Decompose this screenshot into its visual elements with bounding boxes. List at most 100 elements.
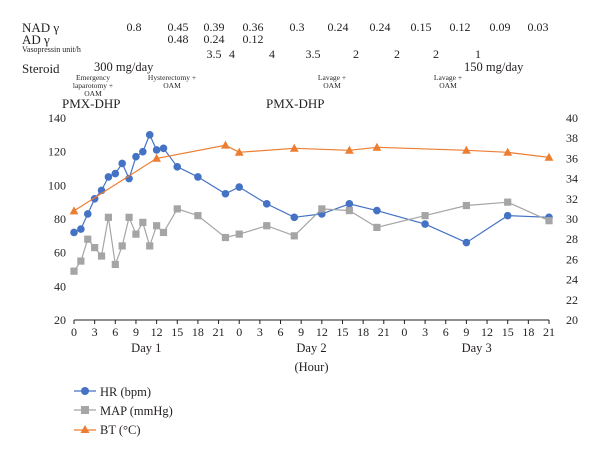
pmx-dhp-label: PMX-DHP	[266, 96, 325, 111]
data-point	[344, 145, 354, 154]
square-marker-icon	[74, 406, 96, 414]
triangle-marker-icon	[74, 425, 96, 433]
nad-value: 0.39	[203, 20, 225, 34]
nad-value: 0.45	[167, 20, 189, 34]
data-point	[152, 153, 162, 162]
data-point	[146, 242, 154, 250]
x-tick-label: 18	[522, 325, 534, 339]
x-tick-label: 0	[71, 325, 77, 339]
x-tick-label: 9	[463, 325, 469, 339]
data-point	[77, 225, 85, 233]
x-tick-label: 6	[112, 325, 118, 339]
vasopressin-value: 2	[353, 47, 359, 61]
vasopressin-value: 2	[433, 47, 439, 61]
y-right-tick-label: 40	[566, 111, 578, 125]
data-point	[221, 140, 230, 149]
x-tick-label: 21	[213, 325, 225, 339]
data-point	[289, 143, 299, 152]
x-tick-label: 12	[481, 325, 493, 339]
y-right-tick-label: 38	[566, 131, 578, 145]
data-point	[504, 198, 512, 206]
nad-label: NAD γ	[22, 20, 60, 35]
x-tick-label: 15	[502, 325, 514, 339]
data-point	[139, 147, 147, 156]
steroid-value: 300 mg/day	[94, 60, 154, 74]
vasopressin-label: Vasopressin unit/h	[22, 45, 81, 54]
y-left-tick-label: 120	[48, 145, 66, 159]
data-point	[545, 217, 553, 225]
y-left-tick-label: 20	[54, 313, 66, 327]
data-point	[462, 238, 471, 247]
data-point	[544, 152, 554, 161]
data-point	[91, 244, 99, 252]
x-tick-label: 9	[133, 325, 139, 339]
nad-value: 0.03	[527, 20, 549, 34]
data-point	[118, 159, 126, 168]
data-point	[125, 213, 133, 221]
x-tick-label: 3	[92, 325, 98, 339]
nad-value: 0.12	[449, 20, 471, 34]
y-left-tick-label: 80	[54, 212, 66, 226]
data-point	[153, 222, 161, 230]
x-tick-label: 6	[443, 325, 449, 339]
ad-value: 0.48	[167, 32, 189, 46]
data-point	[318, 205, 326, 213]
steroid-label: Steroid	[22, 61, 60, 76]
legend-item-hr: HR (bpm)	[72, 384, 232, 400]
data-point	[503, 211, 512, 220]
y-right-tick-label: 30	[566, 212, 578, 226]
day-label: Day 1	[131, 341, 161, 355]
vasopressin-value: 3.5	[206, 47, 222, 61]
y-left-tick-label: 100	[48, 178, 66, 192]
nad-value: 0.24	[327, 20, 349, 34]
steroid-value: 150 mg/day	[464, 60, 524, 74]
x-tick-label: 0	[401, 325, 407, 339]
data-point	[145, 131, 154, 139]
x-tick-label: 21	[543, 325, 555, 339]
data-point	[70, 267, 78, 275]
y-right-tick-label: 28	[566, 232, 578, 246]
y-right-tick-label: 20	[566, 313, 578, 327]
data-point	[234, 147, 244, 156]
data-point	[104, 213, 113, 221]
legend-label: HR (bpm)	[100, 385, 152, 399]
event-label: Lavage + OAM	[433, 73, 463, 90]
data-point	[132, 152, 140, 161]
data-point	[69, 206, 79, 215]
x-tick-label: 15	[336, 325, 348, 339]
vasopressin-value: 4	[229, 47, 235, 61]
series-line	[73, 144, 550, 212]
y-right-tick-label: 22	[566, 293, 578, 307]
data-point	[235, 183, 244, 191]
vasopressin-value: 3.5	[305, 47, 321, 61]
data-point	[173, 205, 181, 213]
x-axis-label: (Hour)	[294, 360, 328, 374]
x-tick-label: 18	[192, 325, 204, 339]
x-tick-label: 12	[151, 325, 163, 339]
x-tick-label: 9	[298, 325, 304, 339]
data-point	[159, 228, 168, 237]
data-point	[139, 218, 147, 226]
event-label: Emergency laparotomy + OAM	[72, 73, 114, 98]
x-tick-label: 21	[378, 325, 390, 339]
day-label: Day 2	[296, 341, 326, 355]
data-point	[70, 228, 78, 237]
y-left-tick-label: 60	[54, 246, 66, 260]
y-left-tick-label: 140	[48, 111, 66, 125]
x-tick-label: 12	[316, 325, 328, 339]
legend-item-map: MAP (mmHg)	[72, 403, 232, 419]
data-point	[111, 169, 120, 178]
y-right-tick-label: 26	[566, 252, 578, 266]
vasopressin-value: 2	[394, 47, 400, 61]
legend-item-bt: BT (°C)	[72, 422, 232, 438]
nad-value: 0.09	[489, 20, 511, 34]
event-label: Hysterectomy + OAM	[147, 73, 197, 90]
data-point	[221, 189, 230, 198]
data-point	[373, 206, 381, 215]
x-tick-label: 15	[171, 325, 183, 339]
nad-value: 0.36	[242, 20, 264, 34]
data-point	[262, 200, 271, 208]
nad-value: 0.3	[289, 20, 305, 34]
